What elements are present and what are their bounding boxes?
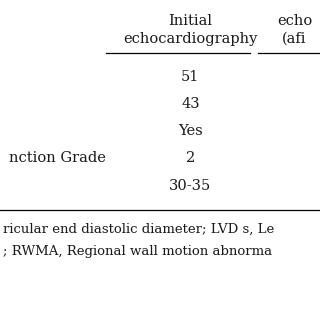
- Text: Initial: Initial: [168, 14, 212, 28]
- Text: echo: echo: [277, 14, 312, 28]
- Text: (afi: (afi: [282, 32, 307, 46]
- Text: echocardiography: echocardiography: [123, 32, 258, 46]
- Text: ; RWMA, Regional wall motion abnorma: ; RWMA, Regional wall motion abnorma: [3, 245, 272, 258]
- Text: nction Grade: nction Grade: [9, 151, 106, 165]
- Text: 2: 2: [186, 151, 195, 165]
- Text: ricular end diastolic diameter; LVD s, Le: ricular end diastolic diameter; LVD s, L…: [3, 222, 275, 235]
- Text: 43: 43: [181, 97, 200, 111]
- Text: Yes: Yes: [178, 124, 203, 138]
- Text: 30-35: 30-35: [169, 179, 212, 193]
- Text: 51: 51: [181, 70, 200, 84]
